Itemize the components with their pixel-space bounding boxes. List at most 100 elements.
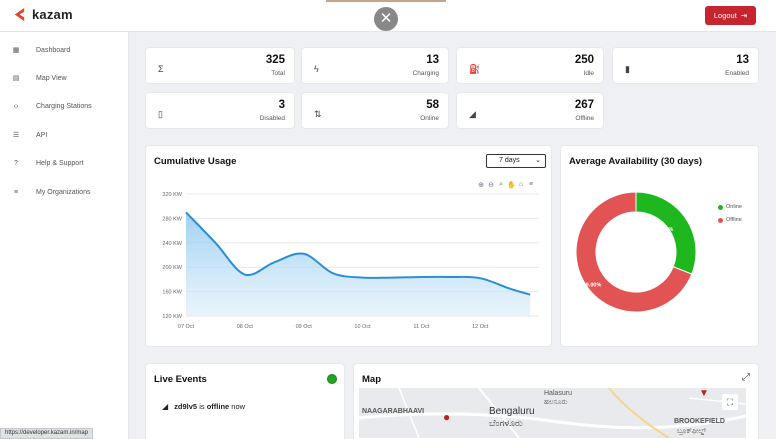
availability-donut-chart: 31.00% 69.00% <box>575 191 697 313</box>
sidebar-item-label: Dashboard <box>36 46 71 54</box>
sidebar-item-help-support[interactable]: ? Help & Support <box>0 154 129 172</box>
top-bar: kazam ✕ Logout ⇥ <box>0 0 776 32</box>
stat-label: Disabled <box>259 115 285 122</box>
event-suffix: now <box>231 402 246 411</box>
battery-disabled-icon: ▯ <box>158 109 163 119</box>
availability-title: Average Availability (30 days) <box>569 156 703 167</box>
y-tick-label: 320 KW <box>162 192 182 198</box>
stat-card-offline: ◢ 267 Offline <box>456 92 604 129</box>
y-tick-label: 280 KW <box>162 216 182 222</box>
stat-label: Enabled <box>725 70 749 77</box>
x-tick-label: 08 Oct <box>237 324 254 330</box>
stat-value: 58 <box>426 99 439 111</box>
zoom-select-icon[interactable]: ⌕ <box>499 181 503 188</box>
donut-slice-offline <box>575 191 693 313</box>
map-label-halasuru: Halasuru <box>544 390 573 397</box>
legend-offline-label: Offline <box>726 217 742 223</box>
usage-area-chart: 120 KW 160 KW 200 KW 240 KW 280 KW 320 KW 07 O… <box>162 192 539 330</box>
stat-value: 13 <box>736 54 749 66</box>
legend-online[interactable]: Online <box>718 204 742 210</box>
map-pin-icon[interactable]: ▼ <box>699 388 709 399</box>
charging-station-icon: ‹› <box>13 102 19 110</box>
signal-off-icon: ◢ <box>469 109 476 119</box>
map-label-halasuru-kannada: ಹಲಸೂರು <box>544 399 568 406</box>
brand-logo[interactable]: kazam <box>12 7 73 22</box>
donut-data-label: 31.00% <box>655 227 674 233</box>
stat-card-idle: ⛽ 250 Idle <box>456 47 604 84</box>
close-button[interactable]: ✕ <box>374 7 398 31</box>
map-title: Map <box>362 374 381 385</box>
donut-slice-online <box>635 191 697 275</box>
stat-label: Online <box>420 115 439 122</box>
map-pin-icon[interactable]: ● <box>443 410 451 424</box>
sidebar-item-map-view[interactable]: ▤ Map View <box>0 69 129 87</box>
sidebar-item-label: My Organizations <box>36 188 91 196</box>
stat-card-enabled: ▮ 13 Enabled <box>612 47 759 84</box>
stat-value: 3 <box>278 99 285 111</box>
database-icon: ☰ <box>12 132 20 139</box>
stat-value: 325 <box>265 54 285 66</box>
y-tick-label: 160 KW <box>162 290 182 296</box>
legend-offline[interactable]: Offline <box>718 217 742 223</box>
y-tick-label: 120 KW <box>162 314 182 320</box>
event-is: is <box>199 402 205 411</box>
sidebar-item-my-organizations[interactable]: ≡ My Organizations <box>0 183 129 201</box>
sidebar-item-label: Map View <box>36 74 67 82</box>
event-status: offline <box>206 402 230 411</box>
logout-label: Logout <box>713 11 737 20</box>
map-label-bengaluru-kannada: ಬೆಂಗಳೂರು <box>489 418 523 428</box>
sidebar-item-label: Charging Stations <box>36 102 92 110</box>
stat-card-online: ⇅ 58 Online <box>301 92 449 129</box>
stat-value: 267 <box>574 99 594 111</box>
usage-series-line <box>185 211 531 296</box>
donut-data-label: 69.00% <box>583 283 602 289</box>
battery-icon: ▮ <box>625 64 630 74</box>
sidebar-item-label: Help & Support <box>36 159 84 167</box>
sidebar: ▦ Dashboard ▤ Map View ‹› Charging Stati… <box>0 32 129 439</box>
legend-offline-swatch <box>718 217 723 223</box>
help-icon: ? <box>14 159 18 167</box>
x-tick-label: 12 Oct <box>472 324 489 330</box>
live-events-card: Live Events ◢ zd9lv5 is offline now <box>145 363 345 439</box>
zoom-out-icon[interactable]: ⊖ <box>488 182 494 189</box>
expand-icon[interactable]: ⤢ <box>742 372 750 383</box>
stat-label: Offline <box>575 115 594 122</box>
x-tick-label: 07 Oct <box>178 324 195 330</box>
brand-name: kazam <box>32 7 73 22</box>
logout-button[interactable]: Logout ⇥ <box>705 6 756 25</box>
map-view[interactable]: Halasuru ಹಲಸೂರು NAAGARABHAAVI Bengaluru … <box>359 388 746 438</box>
sidebar-item-charging-stations[interactable]: ‹› Charging Stations <box>0 97 129 115</box>
legend-online-label: Online <box>726 204 742 210</box>
cumulative-usage-card: Cumulative Usage 7 days ⌄ ⊕ ⊖ ⌕ ✋ ⌂ ≡ 12… <box>145 145 552 347</box>
sidebar-item-api[interactable]: ☰ API <box>0 126 129 144</box>
map-card: Map ⤢ Halasuru ಹಲಸೂರು NAAGARABHAAVI Beng… <box>353 363 759 439</box>
stat-value: 13 <box>426 54 439 66</box>
y-tick-label: 240 KW <box>162 241 182 247</box>
chart-toolbar: ⊕ ⊖ ⌕ ✋ ⌂ ≡ <box>477 181 535 189</box>
pan-icon[interactable]: ✋ <box>507 182 516 189</box>
bolt-icon: ϟ <box>314 64 319 74</box>
event-station-id: zd9lv5 <box>174 402 198 411</box>
range-select[interactable]: 7 days ⌄ <box>486 154 546 168</box>
x-tick-label: 11 Oct <box>413 324 429 330</box>
sidebar-item-dashboard[interactable]: ▦ Dashboard <box>0 41 129 59</box>
availability-card: Average Availability (30 days) 31.00% 69.… <box>560 145 759 347</box>
map-label-naagarabhaavi: NAAGARABHAAVI <box>362 408 425 415</box>
logout-icon: ⇥ <box>740 11 748 20</box>
dashboard-icon: ▦ <box>12 47 20 54</box>
menu-icon[interactable]: ≡ <box>528 181 534 188</box>
stat-card-charging: ϟ 13 Charging <box>301 47 449 84</box>
zoom-in-icon[interactable]: ⊕ <box>478 182 484 189</box>
map-label-brookefield-kannada: ಬ್ರೂಕ್‌ಫೀಲ್ಡ್ <box>677 428 707 435</box>
status-url: https://developer.kazam.in/map <box>0 428 94 439</box>
sidebar-item-label: API <box>36 131 48 139</box>
signal-off-icon: ◢ <box>162 402 169 411</box>
stat-card-disabled: ▯ 3 Disabled <box>145 92 295 129</box>
x-tick-label: 10 Oct <box>354 324 371 330</box>
fullscreen-icon[interactable]: ⛶ <box>722 394 738 410</box>
y-tick-label: 200 KW <box>162 265 182 271</box>
x-tick-label: 09 Oct <box>296 324 313 330</box>
reset-home-icon[interactable]: ⌂ <box>518 181 524 188</box>
usage-area-fill <box>186 212 531 316</box>
stat-value: 250 <box>574 54 594 66</box>
